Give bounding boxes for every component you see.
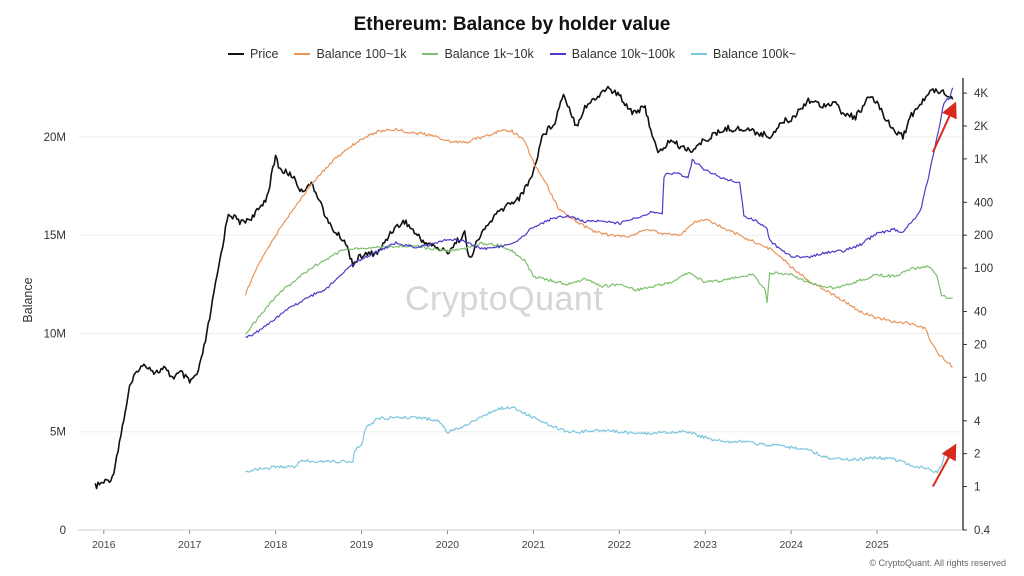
x-axis-ticks: 2016 2017 2018 2019 2020 2021 2022 2023 2024 2025 (78, 529, 963, 551)
right-tick-label: 2 (974, 449, 980, 461)
legend-swatch-balance-100k-plus (690, 53, 707, 55)
x-tick-label: 2024 (779, 539, 803, 551)
legend-swatch-balance-100-1k (294, 53, 311, 55)
legend-label-balance-100-1k: Balance 100~1k (316, 47, 407, 61)
x-tick-label: 2018 (264, 539, 288, 551)
legend-item-balance-10k-100k[interactable]: Balance 10k~100k (549, 47, 675, 61)
right-tick-label: 1K (974, 154, 988, 166)
left-tick-label: 15M (44, 230, 66, 242)
watermark: CryptoQuant (405, 280, 604, 318)
right-tick-label: 100 (974, 263, 993, 275)
series-line-price (94, 85, 954, 490)
x-tick-label: 2022 (608, 539, 632, 551)
legend-swatch-balance-1k-10k (422, 53, 439, 55)
chart-title: Ethereum: Balance by holder value (353, 14, 671, 35)
chart-legend: Price Balance 100~1k Balance 1k~10k Bala… (0, 47, 1024, 61)
right-tick-label: 400 (974, 197, 993, 209)
right-tick-label: 10 (974, 372, 987, 384)
legend-label-balance-1k-10k: Balance 1k~10k (444, 47, 534, 61)
left-tick-label: 0 (60, 525, 66, 537)
series-lines (94, 85, 954, 490)
copyright-credit: © CryptoQuant. All rights reserved (869, 558, 1006, 568)
series-line-balance-100k (245, 406, 954, 474)
left-axis-ticks: 0 5M 10M 15M 20M (44, 132, 66, 537)
annotation-arrow (932, 101, 957, 153)
annotation-arrows (932, 101, 957, 488)
right-tick-label: 200 (974, 230, 993, 242)
x-tick-label: 2017 (178, 539, 202, 551)
legend-item-balance-100k-plus[interactable]: Balance 100k~ (690, 47, 797, 61)
legend-swatch-balance-10k-100k (549, 53, 566, 55)
series-line-balance-1k-10k (245, 241, 953, 335)
x-tick-label: 2025 (865, 539, 889, 551)
right-tick-label: 4 (974, 416, 981, 428)
series-line-balance-10k-100k (245, 87, 954, 338)
left-tick-label: 10M (44, 328, 66, 340)
legend-label-balance-10k-100k: Balance 10k~100k (571, 47, 675, 61)
x-tick-label: 2021 (522, 539, 546, 551)
x-tick-label: 2023 (694, 539, 718, 551)
right-tick-label: 2K (974, 121, 988, 133)
right-tick-label: 40 (974, 307, 987, 319)
x-tick-label: 2016 (92, 539, 116, 551)
legend-item-price[interactable]: Price (227, 47, 279, 61)
legend-item-balance-100-1k[interactable]: Balance 100~1k (294, 47, 406, 61)
legend-item-balance-1k-10k[interactable]: Balance 1k~10k (422, 47, 534, 61)
left-tick-label: 5M (50, 427, 66, 439)
right-axis-ticks: 0.4 1 2 4 10 20 40 100 200 400 1K 2K 4K (963, 88, 993, 537)
annotation-arrow (932, 443, 957, 488)
x-tick-label: 2019 (350, 539, 374, 551)
x-tick-label: 2020 (436, 539, 460, 551)
legend-swatch-price (227, 53, 244, 55)
right-tick-label: 20 (974, 339, 987, 351)
right-tick-label: 4K (974, 88, 988, 100)
legend-label-price: Price (249, 47, 279, 61)
right-tick-label: 1 (974, 482, 980, 494)
left-tick-label: 20M (44, 132, 66, 144)
legend-label-balance-100k-plus: Balance 100k~ (712, 47, 797, 61)
series-line-balance-100-1k (244, 127, 953, 368)
right-tick-label: 0.4 (974, 525, 991, 537)
